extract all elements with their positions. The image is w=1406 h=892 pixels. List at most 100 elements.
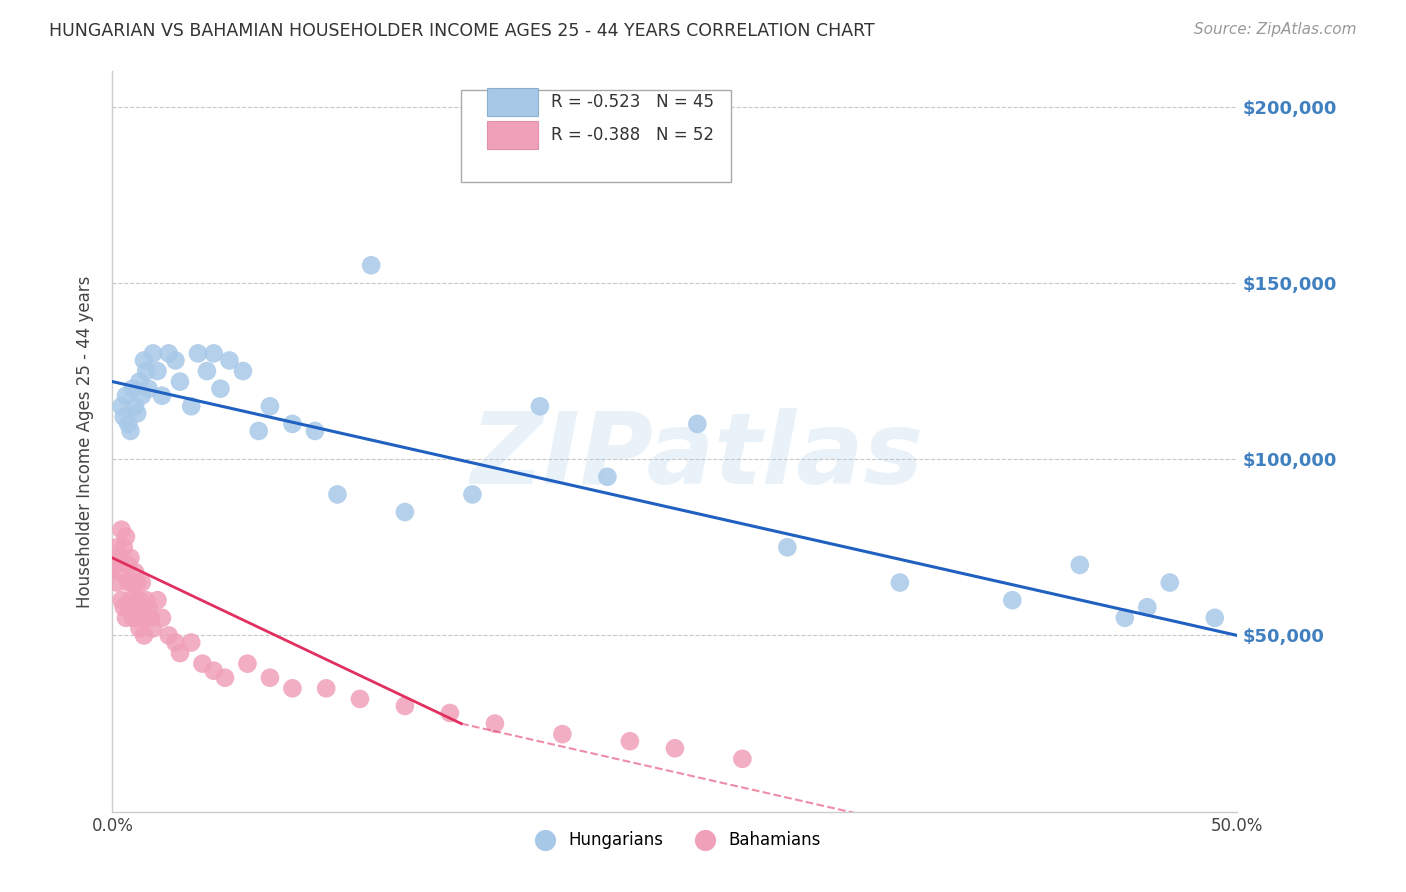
Point bbox=[110, 399, 132, 413]
Point bbox=[304, 424, 326, 438]
Point bbox=[461, 487, 484, 501]
Point bbox=[120, 593, 142, 607]
Point bbox=[117, 575, 139, 590]
Point bbox=[150, 389, 173, 403]
Point bbox=[1069, 558, 1091, 572]
Point bbox=[776, 541, 799, 555]
Point bbox=[128, 375, 150, 389]
Point bbox=[112, 541, 135, 555]
Point bbox=[146, 593, 169, 607]
Point bbox=[157, 628, 180, 642]
Point bbox=[394, 505, 416, 519]
Text: R = -0.523   N = 45: R = -0.523 N = 45 bbox=[551, 93, 714, 111]
Point bbox=[1001, 593, 1024, 607]
Point bbox=[132, 611, 155, 625]
Point bbox=[121, 575, 143, 590]
Text: ZIPatlas: ZIPatlas bbox=[471, 408, 924, 505]
Point bbox=[889, 575, 911, 590]
Point bbox=[360, 258, 382, 272]
Point bbox=[394, 698, 416, 713]
Point bbox=[281, 417, 304, 431]
Point bbox=[596, 470, 619, 484]
Point bbox=[209, 382, 232, 396]
Point bbox=[259, 399, 281, 413]
Point bbox=[138, 382, 160, 396]
Point bbox=[214, 671, 236, 685]
Point bbox=[142, 346, 165, 360]
Point bbox=[127, 575, 149, 590]
Point bbox=[127, 406, 149, 420]
Point bbox=[117, 417, 139, 431]
Point bbox=[110, 523, 132, 537]
Bar bbox=[486, 87, 537, 116]
Point bbox=[115, 611, 138, 625]
Point bbox=[132, 628, 155, 642]
Point bbox=[135, 364, 157, 378]
Point bbox=[1136, 600, 1159, 615]
Point bbox=[124, 399, 146, 413]
Point bbox=[112, 409, 135, 424]
Text: R = -0.388   N = 52: R = -0.388 N = 52 bbox=[551, 126, 714, 144]
Legend: Hungarians, Bahamians: Hungarians, Bahamians bbox=[522, 824, 828, 855]
Point bbox=[108, 565, 131, 579]
Point bbox=[326, 487, 349, 501]
Point bbox=[202, 346, 225, 360]
Point bbox=[349, 692, 371, 706]
Point bbox=[142, 621, 165, 635]
Point bbox=[484, 716, 506, 731]
Point bbox=[202, 664, 225, 678]
Point bbox=[529, 399, 551, 413]
Point bbox=[132, 353, 155, 368]
Point bbox=[315, 681, 337, 696]
Point bbox=[165, 635, 187, 649]
Text: Source: ZipAtlas.com: Source: ZipAtlas.com bbox=[1194, 22, 1357, 37]
Point bbox=[124, 565, 146, 579]
Point bbox=[169, 646, 191, 660]
Text: HUNGARIAN VS BAHAMIAN HOUSEHOLDER INCOME AGES 25 - 44 YEARS CORRELATION CHART: HUNGARIAN VS BAHAMIAN HOUSEHOLDER INCOME… bbox=[49, 22, 875, 40]
Point bbox=[439, 706, 461, 720]
Point bbox=[146, 364, 169, 378]
Point bbox=[135, 593, 157, 607]
Point bbox=[259, 671, 281, 685]
Point bbox=[115, 530, 138, 544]
Point bbox=[1114, 611, 1136, 625]
Point bbox=[247, 424, 270, 438]
Point bbox=[105, 575, 128, 590]
Point bbox=[131, 600, 153, 615]
Point bbox=[236, 657, 259, 671]
FancyBboxPatch shape bbox=[461, 90, 731, 183]
Point bbox=[138, 600, 160, 615]
Point bbox=[115, 389, 138, 403]
Point bbox=[120, 550, 142, 565]
Point bbox=[150, 611, 173, 625]
Point bbox=[232, 364, 254, 378]
Point bbox=[121, 382, 143, 396]
Point bbox=[619, 734, 641, 748]
Point bbox=[127, 611, 149, 625]
Point bbox=[121, 611, 143, 625]
Point bbox=[187, 346, 209, 360]
Point bbox=[112, 600, 135, 615]
Point bbox=[180, 635, 202, 649]
Point bbox=[157, 346, 180, 360]
Point bbox=[110, 593, 132, 607]
Point bbox=[195, 364, 218, 378]
Point bbox=[128, 621, 150, 635]
Point bbox=[191, 657, 214, 671]
Point bbox=[180, 399, 202, 413]
Point bbox=[281, 681, 304, 696]
Point bbox=[218, 353, 240, 368]
Point bbox=[124, 593, 146, 607]
Point bbox=[108, 550, 131, 565]
Point bbox=[120, 424, 142, 438]
Point bbox=[551, 727, 574, 741]
Y-axis label: Householder Income Ages 25 - 44 years: Householder Income Ages 25 - 44 years bbox=[76, 276, 94, 607]
Point bbox=[105, 541, 128, 555]
Bar bbox=[486, 121, 537, 149]
Point bbox=[169, 375, 191, 389]
Point bbox=[131, 389, 153, 403]
Point bbox=[1159, 575, 1181, 590]
Point bbox=[131, 575, 153, 590]
Point bbox=[731, 752, 754, 766]
Point bbox=[104, 558, 127, 572]
